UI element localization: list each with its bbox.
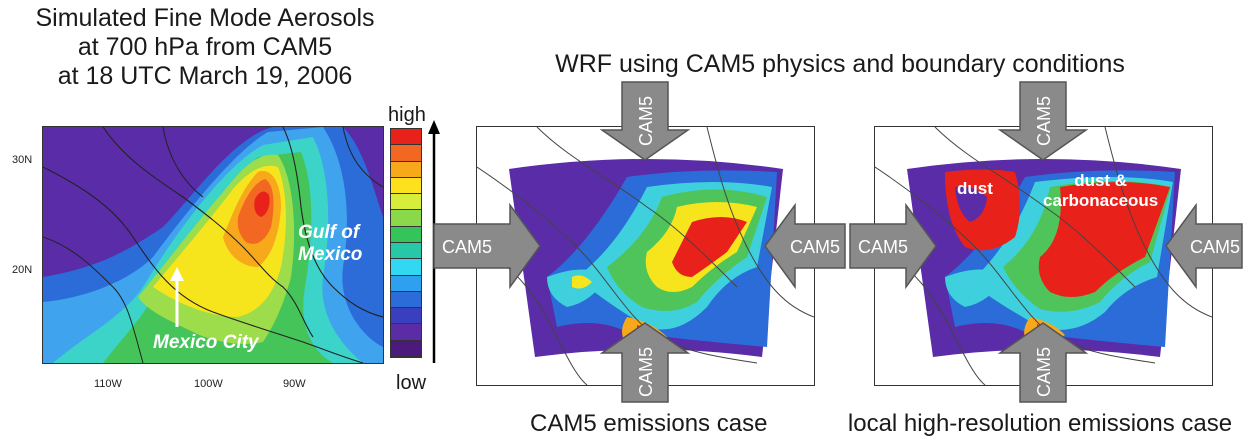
dust-label: dust <box>957 179 993 198</box>
wrf-local-map-graphic <box>875 127 1212 385</box>
left-title-line-3: at 18 UTC March 19, 2006 <box>57 62 353 90</box>
wrf-local-emissions-map: dust dust & carbonaceous <box>874 126 1213 386</box>
lat-tick-30n: 30N <box>12 154 33 166</box>
colorbar <box>390 128 422 358</box>
colorbar-swatch <box>391 194 421 211</box>
colorbar-swatch <box>391 129 421 146</box>
gulf-label-line-2: Mexico <box>298 244 363 265</box>
right-title: WRF using CAM5 physics and boundary cond… <box>555 50 1125 78</box>
colorbar-arrow-icon <box>428 120 440 363</box>
colorbar-swatch <box>391 291 421 309</box>
dust-carb-line-2: carbonaceous <box>1043 191 1159 210</box>
wrf-cam5-map-graphic <box>477 127 814 385</box>
colorbar-swatch <box>391 242 421 260</box>
colorbar-swatch <box>391 259 421 276</box>
colorbar-swatch <box>391 145 421 162</box>
colorbar-swatch <box>391 210 421 227</box>
left-aerosol-map: Gulf of Mexico Mexico City <box>42 126 384 364</box>
lon-tick-110w: 110W <box>94 378 122 390</box>
left-title: Simulated Fine Mode Aerosols at 700 hPa … <box>10 4 400 91</box>
dust-carbonaceous-label: dust & carbonaceous <box>1043 171 1158 211</box>
lat-tick-20n: 20N <box>12 264 33 276</box>
colorbar-high-label: high <box>388 104 426 126</box>
colorbar-swatches <box>391 129 421 357</box>
case2-caption: local high-resolution emissions case <box>847 410 1233 437</box>
mexico-city-label: Mexico City <box>153 332 259 353</box>
colorbar-swatch <box>391 161 421 178</box>
left-aerosol-map-graphic <box>43 127 383 363</box>
lon-tick-100w: 100W <box>194 378 223 390</box>
colorbar-swatch <box>391 275 421 292</box>
dust-carb-line-1: dust & <box>1074 171 1128 190</box>
colorbar-swatch <box>391 308 421 325</box>
left-title-line-2: at 700 hPa from CAM5 <box>77 33 333 61</box>
colorbar-low-label: low <box>396 372 427 394</box>
colorbar-swatch <box>391 177 421 195</box>
left-title-line-1: Simulated Fine Mode Aerosols <box>35 4 375 32</box>
wrf-cam5-emissions-map <box>476 126 815 386</box>
colorbar-swatch <box>391 340 421 357</box>
lon-tick-90w: 90W <box>283 378 306 390</box>
gulf-label-line-1: Gulf of <box>298 222 360 243</box>
case1-caption: CAM5 emissions case <box>530 410 768 437</box>
colorbar-swatch <box>391 324 421 341</box>
colorbar-swatch <box>391 226 421 243</box>
gulf-of-mexico-label: Gulf of Mexico <box>298 222 362 266</box>
